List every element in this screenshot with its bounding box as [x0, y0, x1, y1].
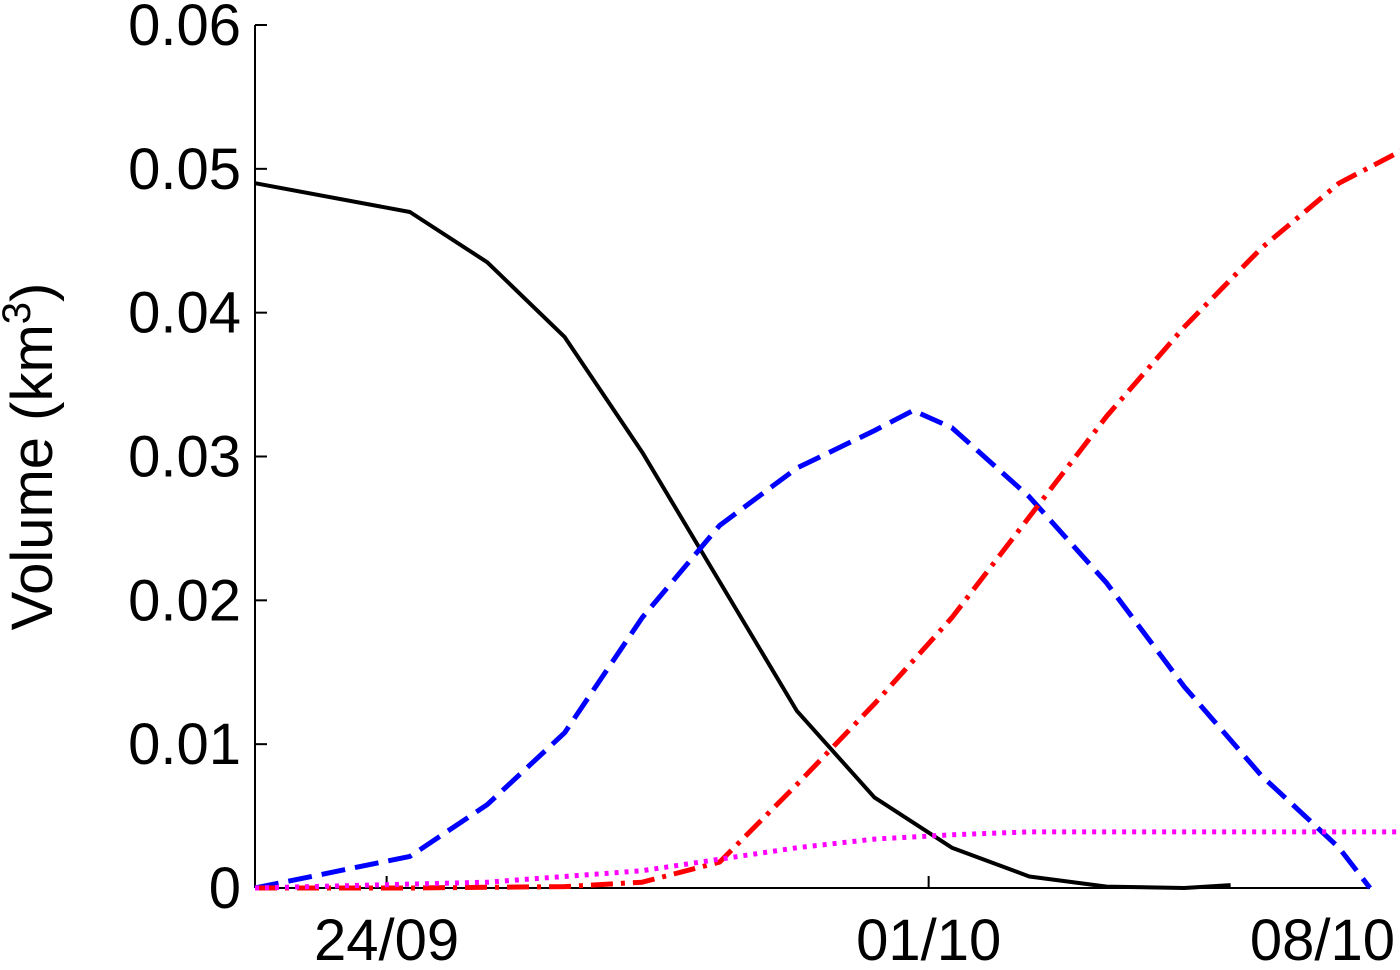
- y-tick-label: 0.03: [128, 425, 241, 490]
- y-tick-label: 0.04: [128, 281, 241, 346]
- x-tick-label: 01/10: [856, 908, 1001, 970]
- y-axis-label-superscript: 3: [0, 302, 39, 324]
- series-line-dashed: [254, 408, 1372, 891]
- axes: [254, 25, 1370, 889]
- y-ticks: 0 0.01 0.02 0.03 0.04 0.05 0.06: [128, 0, 267, 921]
- x-tick-label: 08/10: [1250, 908, 1395, 970]
- y-axis-label-text: Volume (km: [0, 324, 65, 630]
- y-axis-label: Volume (km3): [0, 283, 65, 631]
- series-line-dashdot: [255, 148, 1400, 891]
- y-tick-label: 0.01: [128, 712, 241, 777]
- y-axis-label-close: ): [0, 283, 65, 302]
- x-tick-label: 24/09: [314, 908, 459, 970]
- y-tick-label: 0.02: [128, 568, 241, 633]
- series-line-dotted: [254, 829, 1400, 891]
- series-line-solid: [254, 181, 1231, 890]
- y-tick-label: 0.05: [128, 137, 241, 202]
- series-layer: [254, 148, 1400, 891]
- y-tick-label: 0: [209, 856, 241, 921]
- y-tick-label: 0.06: [128, 0, 241, 58]
- x-ticks: 24/09 01/10 08/10: [314, 876, 1395, 970]
